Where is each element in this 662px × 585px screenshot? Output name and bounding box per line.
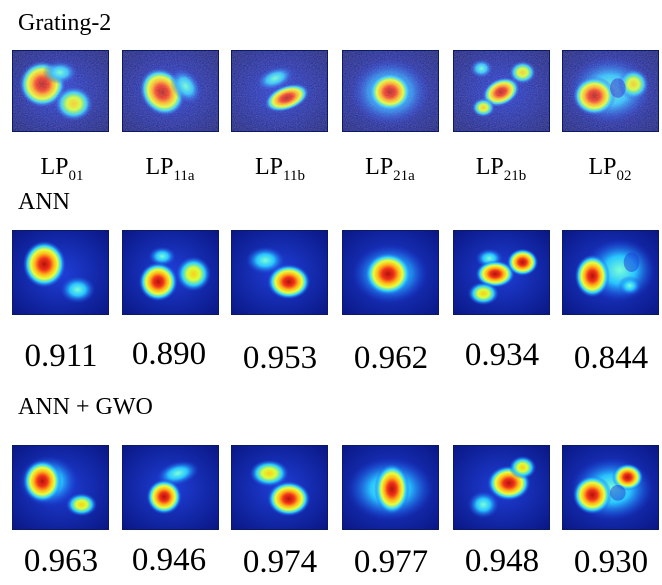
- ann-gwo-score-lp21b: 0.948: [464, 543, 540, 579]
- ann-mode-image-lp11a: [122, 230, 219, 315]
- ann-gwo-mode-image-lp11b: [231, 445, 328, 530]
- ann-gwo-mode-image-lp02: [562, 445, 659, 530]
- ann-score-lp11a: 0.890: [131, 336, 207, 372]
- ann-gwo-mode-image-lp01: [12, 445, 109, 530]
- ann-gwo-mode-image-lp11a: [122, 445, 219, 530]
- ann-mode-image-lp21b: [453, 230, 550, 315]
- ann-gwo-score-lp11a: 0.946: [131, 542, 207, 578]
- ann-gwo-score-lp01: 0.963: [23, 543, 99, 579]
- grating-mode-image-lp11b: [231, 50, 328, 132]
- ann-gwo-mode-image-lp21a: [342, 445, 439, 530]
- mode-label-lp02: LP02: [588, 154, 632, 184]
- ann-score-lp01: 0.911: [24, 338, 98, 374]
- ann-mode-image-lp21a: [342, 230, 439, 315]
- grating-mode-image-lp11a: [122, 50, 219, 132]
- mode-label-lp01: LP01: [40, 154, 84, 184]
- ann-mode-image-lp01: [12, 230, 109, 315]
- ann-section-title: ANN: [18, 189, 70, 215]
- grating-mode-image-lp21b: [453, 50, 550, 132]
- ann-gwo-score-lp11b: 0.974: [242, 544, 318, 580]
- grating-mode-image-lp02: [562, 50, 659, 132]
- ann-mode-image-lp11b: [231, 230, 328, 315]
- ann-gwo-mode-image-lp21b: [453, 445, 550, 530]
- ann-gwo-score-lp21a: 0.977: [353, 544, 429, 580]
- mode-label-lp11b: LP11b: [255, 154, 305, 184]
- ann-score-lp11b: 0.953: [242, 340, 318, 376]
- mode-label-lp21b: LP21b: [475, 154, 527, 184]
- ann-score-lp21b: 0.934: [464, 337, 540, 373]
- mode-label-lp11a: LP11a: [145, 154, 195, 184]
- mode-label-lp21a: LP21a: [365, 154, 415, 184]
- ann-mode-image-lp02: [562, 230, 659, 315]
- ann-gwo-score-lp02: 0.930: [573, 544, 649, 580]
- ann-score-lp02: 0.844: [573, 340, 649, 376]
- grating-section-title: Grating-2: [18, 10, 112, 36]
- ann-gwo-section-title: ANN + GWO: [18, 394, 153, 420]
- grating-mode-image-lp01: [12, 50, 109, 132]
- grating-mode-image-lp21a: [342, 50, 439, 132]
- ann-score-lp21a: 0.962: [353, 340, 429, 376]
